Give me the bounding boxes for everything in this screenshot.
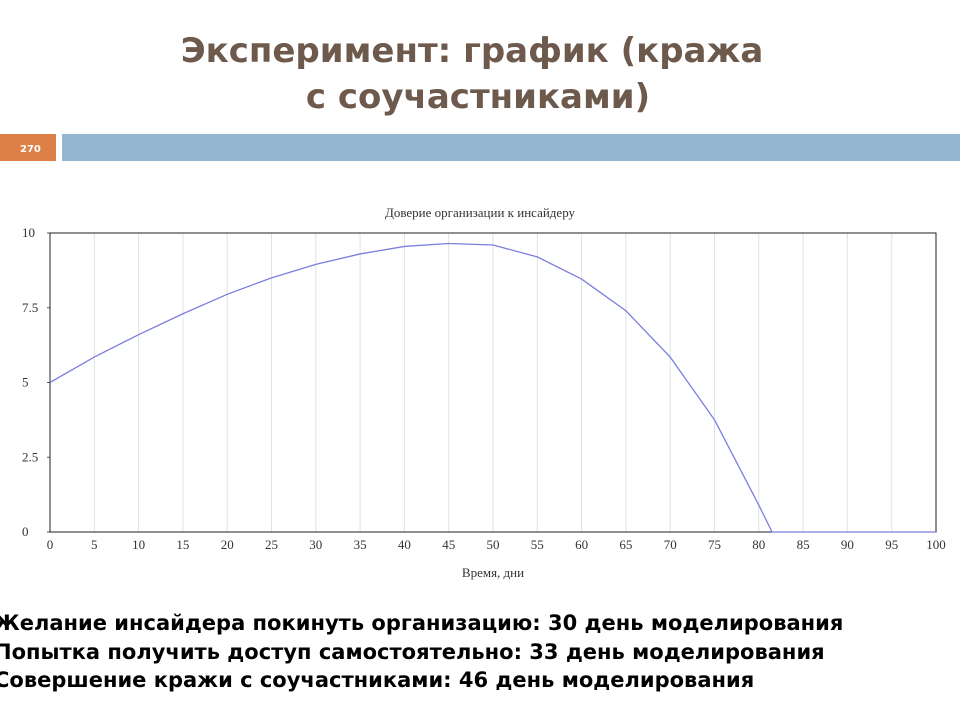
y-tick-label: 7.5 <box>22 300 38 315</box>
x-tick-label: 50 <box>487 537 500 552</box>
x-tick-label: 55 <box>531 537 544 552</box>
bullet: Совершение кражи с соучастниками: 46 ден… <box>0 668 754 692</box>
y-tick-label: 5 <box>22 375 29 390</box>
slide-number: 270 <box>20 144 41 155</box>
x-tick-label: 10 <box>132 537 145 552</box>
bullet: Желание инсайдера покинуть организацию: … <box>0 611 843 635</box>
x-tick-label: 15 <box>176 537 189 552</box>
y-tick-label: 0 <box>22 524 29 539</box>
header-bar <box>62 134 960 161</box>
y-tick-label: 10 <box>22 225 35 240</box>
x-tick-label: 65 <box>619 537 632 552</box>
x-tick-label: 0 <box>47 537 54 552</box>
x-tick-label: 60 <box>575 537 588 552</box>
y-tick-label: 2.5 <box>22 449 38 464</box>
x-tick-label: 100 <box>926 537 946 552</box>
x-tick-label: 40 <box>398 537 411 552</box>
x-tick-label: 20 <box>221 537 234 552</box>
x-tick-label: 75 <box>708 537 721 552</box>
slide-title: с соучастниками) <box>306 77 650 117</box>
x-tick-label: 80 <box>752 537 765 552</box>
x-tick-label: 70 <box>664 537 677 552</box>
x-tick-label: 45 <box>442 537 455 552</box>
x-tick-label: 5 <box>91 537 98 552</box>
x-tick-label: 30 <box>309 537 322 552</box>
x-tick-label: 25 <box>265 537 278 552</box>
x-tick-label: 95 <box>885 537 898 552</box>
x-tick-label: 35 <box>354 537 367 552</box>
x-tick-label: 85 <box>797 537 810 552</box>
slide-title: Эксперимент: график (кража <box>181 31 764 71</box>
bullet: Попытка получить доступ самостоятельно: … <box>0 640 825 664</box>
number-box <box>0 134 56 161</box>
data-line <box>49 242 936 533</box>
x-axis-label: Время, дни <box>462 565 524 580</box>
chart-title: Доверие организации к инсайдеру <box>385 205 576 220</box>
x-tick-label: 90 <box>841 537 854 552</box>
